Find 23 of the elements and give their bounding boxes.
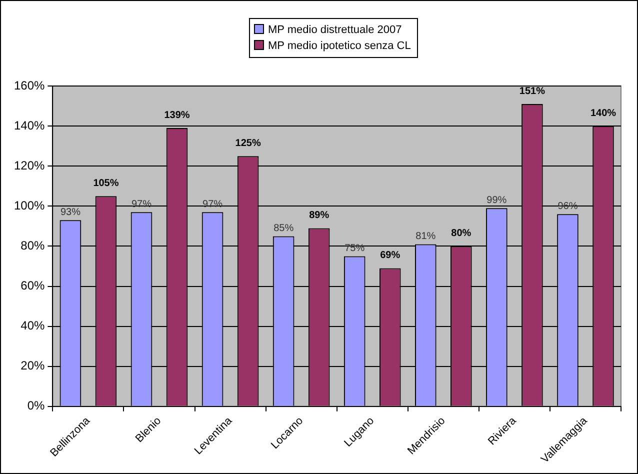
data-label: 99%: [486, 194, 507, 206]
data-label: 105%: [93, 178, 119, 189]
y-tick-label: 80%: [20, 238, 46, 253]
y-tick-label: 60%: [20, 278, 46, 293]
data-label: 69%: [380, 250, 400, 261]
y-tick-label: 20%: [20, 358, 46, 373]
data-label: 139%: [164, 110, 190, 121]
data-label: 93%: [60, 206, 81, 218]
y-tick-label: 100%: [14, 198, 46, 212]
y-tick-label: 0%: [27, 398, 46, 413]
data-label: 81%: [416, 230, 436, 242]
data-label: 85%: [274, 222, 294, 234]
legend-label: MP medio ipotetico senza CL: [267, 39, 411, 54]
y-tick-label: 140%: [14, 118, 46, 132]
y-tick-label: 160%: [14, 78, 46, 92]
data-label: 80%: [451, 228, 472, 239]
data-label: 140%: [590, 108, 616, 119]
data-label: 151%: [519, 86, 546, 97]
y-tick-label: 120%: [14, 158, 46, 172]
legend-label: MP medio distrettuale 2007: [267, 23, 403, 38]
data-label: 89%: [309, 210, 330, 221]
data-label: 125%: [235, 138, 261, 149]
y-tick-label: 40%: [20, 318, 46, 333]
